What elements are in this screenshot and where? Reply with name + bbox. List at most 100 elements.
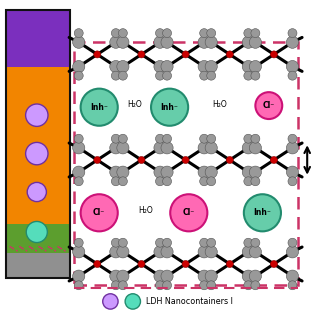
Text: H₂O: H₂O [128, 100, 142, 109]
Circle shape [244, 177, 253, 186]
Circle shape [117, 142, 129, 154]
Circle shape [207, 281, 216, 290]
Circle shape [198, 60, 210, 73]
Circle shape [154, 60, 166, 73]
Circle shape [163, 134, 172, 143]
Circle shape [205, 270, 217, 282]
Text: LDH Nanocontainers l: LDH Nanocontainers l [146, 297, 232, 306]
Circle shape [270, 156, 277, 164]
Text: Inh⁻: Inh⁻ [253, 208, 271, 217]
Circle shape [151, 89, 188, 126]
Circle shape [94, 51, 101, 58]
Circle shape [73, 142, 85, 154]
Circle shape [125, 294, 140, 309]
Circle shape [251, 177, 260, 186]
Circle shape [288, 71, 297, 80]
Text: H₂O: H₂O [212, 100, 227, 109]
Circle shape [200, 134, 209, 143]
Circle shape [207, 177, 216, 186]
Circle shape [161, 60, 173, 73]
Circle shape [74, 134, 83, 143]
Circle shape [103, 294, 118, 309]
Circle shape [156, 238, 164, 247]
Circle shape [161, 166, 173, 178]
Circle shape [118, 71, 127, 80]
Circle shape [198, 36, 210, 48]
Text: Inh⁻: Inh⁻ [90, 103, 108, 112]
Circle shape [242, 36, 254, 48]
Circle shape [163, 177, 172, 186]
Circle shape [198, 142, 210, 154]
Circle shape [154, 246, 166, 258]
Circle shape [205, 246, 217, 258]
Circle shape [156, 71, 164, 80]
Text: Inh⁻: Inh⁻ [161, 103, 179, 112]
Circle shape [118, 177, 127, 186]
Circle shape [205, 36, 217, 48]
Circle shape [117, 36, 129, 48]
Circle shape [207, 134, 216, 143]
Circle shape [111, 177, 120, 186]
Circle shape [74, 177, 83, 186]
Circle shape [110, 142, 122, 154]
Circle shape [118, 238, 127, 247]
Circle shape [242, 246, 254, 258]
Text: Cl⁻: Cl⁻ [183, 208, 195, 217]
Text: H₂O: H₂O [138, 206, 153, 215]
Circle shape [200, 281, 209, 290]
Circle shape [110, 166, 122, 178]
Circle shape [73, 36, 85, 48]
Circle shape [138, 260, 145, 268]
Bar [6, 253, 70, 278]
Circle shape [288, 28, 297, 38]
Circle shape [226, 51, 233, 58]
Circle shape [242, 60, 254, 73]
Circle shape [244, 134, 253, 143]
Circle shape [244, 71, 253, 80]
Circle shape [251, 71, 260, 80]
Circle shape [154, 36, 166, 48]
Circle shape [111, 28, 120, 38]
Circle shape [111, 71, 120, 80]
Circle shape [288, 238, 297, 247]
Bar [74, 42, 298, 285]
Circle shape [270, 260, 277, 268]
Circle shape [244, 194, 281, 231]
Circle shape [207, 71, 216, 80]
Circle shape [154, 270, 166, 282]
Circle shape [138, 156, 145, 164]
Circle shape [111, 134, 120, 143]
Circle shape [288, 177, 297, 186]
Circle shape [198, 270, 210, 282]
Circle shape [249, 60, 261, 73]
Circle shape [200, 177, 209, 186]
Circle shape [154, 142, 166, 154]
Circle shape [182, 156, 189, 164]
Circle shape [249, 246, 261, 258]
Circle shape [163, 238, 172, 247]
Circle shape [74, 28, 83, 38]
Circle shape [156, 281, 164, 290]
Circle shape [251, 134, 260, 143]
Circle shape [251, 281, 260, 290]
Circle shape [182, 260, 189, 268]
Circle shape [117, 166, 129, 178]
Circle shape [205, 142, 217, 154]
Circle shape [117, 270, 129, 282]
Circle shape [161, 270, 173, 282]
Circle shape [26, 142, 48, 165]
Circle shape [73, 166, 85, 178]
Circle shape [163, 71, 172, 80]
Circle shape [110, 270, 122, 282]
Circle shape [205, 60, 217, 73]
Circle shape [205, 166, 217, 178]
Circle shape [81, 194, 118, 231]
Circle shape [198, 246, 210, 258]
Circle shape [26, 221, 47, 243]
Circle shape [249, 36, 261, 48]
Circle shape [249, 270, 261, 282]
Bar [6, 10, 70, 67]
Circle shape [182, 51, 189, 58]
Circle shape [161, 246, 173, 258]
Circle shape [73, 270, 85, 282]
